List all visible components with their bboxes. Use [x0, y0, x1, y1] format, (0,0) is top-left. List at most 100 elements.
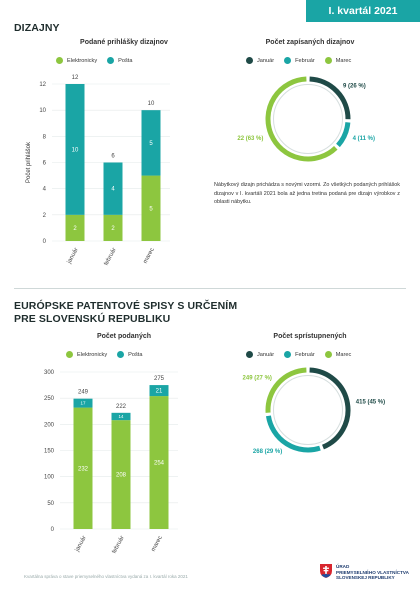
bar-segment: [65, 84, 85, 215]
legend-label-post-2: Pošta: [128, 351, 143, 358]
bar-value-label: 21: [156, 389, 163, 395]
bar-value-label: 208: [116, 473, 127, 479]
y-tick-label: 6: [43, 161, 47, 167]
legend-dot-february: [284, 57, 292, 64]
bar-total-label: 275: [154, 376, 165, 382]
chart-title-design-applications: Podané prihlášky dizajnov: [80, 39, 168, 46]
logo-line-2: PRIEMYSELNÉHO VLASTNÍCTVA: [336, 569, 409, 575]
quarter-badge: I. kvartál 2021: [306, 0, 420, 22]
donut-slice: [265, 415, 321, 453]
x-tick-label: február: [112, 535, 126, 555]
donut-slice-label: 22 (63 %): [237, 136, 263, 142]
legend-dot-march: [324, 57, 332, 64]
donut-slice-label: 415 (45 %): [356, 400, 385, 406]
y-tick-label: 12: [39, 82, 46, 88]
legend-label-electronic: Elektronicky: [67, 57, 98, 64]
legend-label-january-2: Január: [257, 351, 275, 358]
bar-segment: [141, 110, 161, 176]
logo-line-1: ÚRAD: [336, 564, 350, 569]
legend-dot-post-2: [117, 351, 125, 358]
slovak-coat-of-arms-icon: [320, 564, 332, 578]
bar-value-label: 5: [149, 206, 153, 212]
y-tick-label: 10: [39, 108, 46, 114]
donut-slice: [265, 367, 307, 413]
y-tick-label: 2: [43, 213, 47, 219]
bar-segment: [111, 412, 131, 421]
donut-slice-label: 249 (27 %): [243, 376, 272, 382]
y-tick-label: 4: [43, 187, 47, 193]
office-logo: ÚRAD PRIEMYSELNÉHO VLASTNÍCTVA SLOVENSKE…: [320, 564, 412, 581]
donut-slice-label: 9 (26 %): [343, 83, 366, 89]
bar-total-label: 12: [72, 75, 79, 81]
bar-value-label: 2: [73, 226, 77, 232]
bar-value-label: 232: [78, 466, 89, 472]
section-title-patents-2: PRE SLOVENSKÚ REPUBLIKU: [14, 313, 171, 325]
y-axis-label: Počet prihlášok: [26, 141, 32, 183]
legend-label-january: Január: [257, 57, 275, 64]
y-tick-label: 8: [43, 134, 47, 140]
legend-design-applications: Elektronicky Pošta: [56, 57, 132, 64]
x-tick-label: január: [66, 247, 80, 265]
bar-segment: [149, 385, 169, 397]
furniture-design-note: Nábytkový dizajn prichádza s novými vzor…: [214, 182, 400, 206]
donut-slice: [336, 122, 351, 148]
section-title-designs: DIZAJNY: [14, 22, 60, 34]
disclosed-patents-donut: 415 (45 %) 268 (29 %) 249 (27 %): [243, 367, 385, 455]
legend-dot-post: [107, 57, 115, 64]
donut-slice: [309, 76, 351, 120]
bar-value-label: 4: [111, 187, 115, 193]
legend-dot-electronic: [56, 57, 63, 64]
donut-slice: [309, 367, 351, 450]
bar-value-label: 254: [154, 461, 165, 467]
bar-segment: [141, 175, 161, 241]
bar-segment: [149, 396, 169, 529]
bar-total-label: 249: [78, 390, 89, 396]
x-tick-label: január: [74, 535, 88, 553]
section-divider: [14, 288, 406, 289]
y-tick-label: 150: [44, 449, 55, 455]
y-tick-label: 250: [44, 396, 55, 402]
legend-dot-march-2: [324, 351, 332, 358]
bar-total-label: 6: [111, 154, 115, 160]
y-tick-label: 0: [51, 527, 55, 533]
legend-label-march-2: Marec: [335, 351, 352, 358]
bar-segment: [65, 214, 85, 241]
donut-slice-label: 4 (11 %): [353, 136, 375, 142]
y-tick-label: 0: [43, 239, 47, 245]
legend-dot-february-2: [284, 351, 292, 358]
legend-filed-patents: Elektronicky Pošta: [66, 351, 142, 358]
chart-title-registered-designs: Počet zapísaných dizajnov: [265, 39, 355, 46]
donut-slice-label: 268 (29 %): [253, 449, 282, 455]
x-tick-label: február: [104, 247, 118, 267]
filed-patents-chart: 0 50 100 150 200 250 300 232 17 249 január 208 14 222…: [44, 370, 178, 555]
bar-value-label: 10: [72, 147, 79, 153]
chart-title-disclosed-patents: Počet sprístupnených: [273, 333, 347, 340]
bar-value-label: 5: [149, 141, 153, 147]
legend-disclosed-patents: Január Február Marec: [246, 351, 351, 358]
bar-segment: [103, 162, 123, 215]
y-tick-label: 100: [44, 475, 55, 481]
bar-total-label: 222: [116, 404, 127, 410]
bar-value-label: 2: [111, 226, 115, 232]
y-tick-label: 300: [44, 370, 55, 376]
legend-label-march: Marec: [335, 57, 352, 64]
bar-segment: [73, 398, 93, 408]
legend-label-post: Pošta: [118, 57, 133, 64]
bar-value-label: 17: [80, 401, 86, 406]
donut-slice: [265, 76, 338, 162]
registered-designs-donut: 9 (26 %) 4 (11 %) 22 (63 %): [237, 76, 375, 162]
legend-dot-january-2: [246, 351, 253, 358]
bar-total-label: 10: [148, 101, 155, 107]
design-applications-chart: 0 2 4 6 8 10 12 Počet prihlášok 2 10 12 január 2 4 6 fe…: [26, 75, 170, 267]
x-tick-label: marec: [151, 535, 164, 553]
legend-dot-electronic-2: [66, 351, 73, 358]
legend-label-february: Február: [295, 57, 315, 64]
legend-label-february-2: Február: [295, 351, 315, 358]
legend-dot-january: [246, 57, 253, 64]
bar-segment: [73, 407, 93, 529]
legend-registered-designs: Január Február Marec: [246, 57, 351, 64]
footer-text: Kvartálna správa o stave priemyselného v…: [24, 574, 188, 579]
x-tick-label: marec: [143, 247, 156, 265]
legend-label-electronic-2: Elektronicky: [77, 351, 108, 358]
section-title-patents-1: EURÓPSKE PATENTOVÉ SPISY S URČENÍM: [14, 300, 238, 312]
